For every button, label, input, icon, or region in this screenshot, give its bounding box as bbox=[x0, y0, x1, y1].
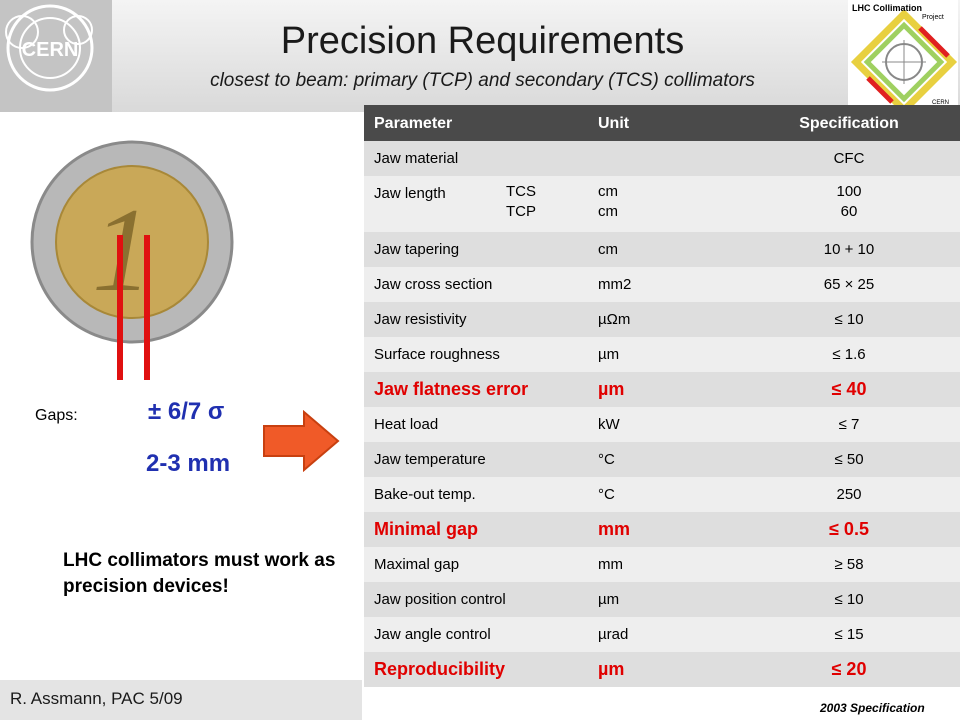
cell-unit: cm cm bbox=[598, 182, 618, 222]
cell-parameter: Jaw material bbox=[374, 150, 459, 167]
cell-spec: ≥ 58 bbox=[834, 556, 864, 573]
table-row: Heat load kW ≤ 7 bbox=[364, 407, 960, 442]
cell-unit: µm bbox=[598, 346, 620, 363]
cell-spec: ≤ 50 bbox=[834, 451, 864, 468]
cell-parameter: Reproducibility bbox=[374, 659, 506, 679]
specification-table: Parameter Unit Specification Jaw materia… bbox=[364, 105, 960, 720]
cell-parameter: Jaw flatness error bbox=[374, 379, 529, 399]
lhc-logo-title: LHC Collimation bbox=[852, 3, 922, 13]
cell-unit: kW bbox=[598, 416, 620, 433]
footer-band bbox=[0, 680, 362, 720]
table-row: Jaw temperature °C ≤ 50 bbox=[364, 442, 960, 477]
cell-spec: ≤ 40 bbox=[831, 379, 867, 399]
table-header-row: Parameter Unit Specification bbox=[364, 105, 960, 141]
table-row-highlight: Jaw flatness error µm ≤ 40 bbox=[364, 372, 960, 407]
cell-unit: °C bbox=[598, 486, 615, 503]
cell-parameter: Jaw length bbox=[374, 185, 446, 202]
cell-parameter: Surface roughness bbox=[374, 346, 500, 363]
cell-parameter: Heat load bbox=[374, 416, 439, 433]
cell-spec: ≤ 0.5 bbox=[829, 519, 869, 539]
header-specification: Specification bbox=[799, 115, 899, 132]
cell-spec: 250 bbox=[836, 486, 862, 503]
table-row: Bake-out temp. °C 250 bbox=[364, 477, 960, 512]
cell-spec: 10 + 10 bbox=[823, 241, 875, 258]
cell-unit: °C bbox=[598, 451, 615, 468]
cell-parameter: Jaw tapering bbox=[374, 241, 460, 258]
cell-unit: µrad bbox=[598, 626, 629, 643]
lhc-collimation-logo: LHC Collimation Project CERN bbox=[848, 0, 958, 116]
cell-unit: µm bbox=[598, 379, 625, 399]
cell-parameter: Maximal gap bbox=[374, 556, 460, 573]
cell-spec-tcp: 60 bbox=[840, 203, 858, 220]
gap-mm-value: 2-3 mm bbox=[146, 450, 231, 477]
cell-spec: ≤ 20 bbox=[831, 659, 867, 679]
header-parameter: Parameter bbox=[374, 115, 453, 132]
cell-spec: ≤ 7 bbox=[838, 416, 860, 433]
table-row-highlight: Minimal gap mm ≤ 0.5 bbox=[364, 512, 960, 547]
cell-unit: mm bbox=[598, 556, 623, 573]
table-row: Jaw angle control µrad ≤ 15 bbox=[364, 617, 960, 652]
cell-parameter: Jaw position control bbox=[374, 591, 506, 608]
cell-spec-tcs: 100 bbox=[836, 183, 862, 200]
table-row-highlight: Reproducibility µm ≤ 20 bbox=[364, 652, 960, 687]
cell-unit: µm bbox=[598, 591, 620, 608]
cell-parameter: Jaw resistivity bbox=[374, 311, 467, 328]
cell-unit: mm2 bbox=[598, 276, 632, 293]
cell-parameter: Jaw temperature bbox=[374, 451, 486, 468]
table-row: Surface roughness µm ≤ 1.6 bbox=[364, 337, 960, 372]
page-subtitle: closest to beam: primary (TCP) and secon… bbox=[210, 70, 755, 91]
lhc-logo-subtitle: Project bbox=[922, 14, 944, 21]
cell-unit-tcp: cm bbox=[598, 203, 618, 220]
cell-subtype: TCS TCP bbox=[506, 182, 536, 222]
table-row: Jaw resistivity µΩm ≤ 10 bbox=[364, 302, 960, 337]
cell-parameter: Jaw cross section bbox=[374, 276, 493, 293]
cell-unit: µΩm bbox=[598, 311, 631, 328]
euro-coin-image: 1 bbox=[30, 140, 235, 380]
right-arrow-icon bbox=[262, 409, 340, 473]
cell-unit-tcs: cm bbox=[598, 183, 618, 200]
precision-message: LHC collimators must work as precision d… bbox=[63, 550, 336, 597]
cell-parameter: Minimal gap bbox=[374, 519, 479, 539]
cell-spec: ≤ 1.6 bbox=[832, 346, 866, 363]
table-row: Jaw cross section mm2 65 × 25 bbox=[364, 267, 960, 302]
table-row: Maximal gap mm ≥ 58 bbox=[364, 547, 960, 582]
cell-spec: ≤ 15 bbox=[834, 626, 864, 643]
table-row: Jaw material CFC bbox=[364, 141, 960, 176]
cern-logo-text: CERN bbox=[22, 39, 79, 61]
cell-spec: 65 × 25 bbox=[823, 276, 875, 293]
page-title: Precision Requirements bbox=[280, 20, 685, 62]
table-row: Jaw position control µm ≤ 10 bbox=[364, 582, 960, 617]
cell-parameter: Jaw angle control bbox=[374, 626, 491, 643]
lhc-logo-cern: CERN bbox=[932, 100, 950, 106]
header-unit: Unit bbox=[598, 115, 630, 132]
cell-spec: CFC bbox=[833, 150, 865, 167]
header-band bbox=[0, 0, 960, 112]
table-row: Jaw length TCS TCP cm cm 100 60 bbox=[364, 176, 960, 232]
cell-unit: cm bbox=[598, 241, 618, 258]
gap-sigma-value: ± 6/7 σ bbox=[148, 398, 225, 425]
cell-parameter: Bake-out temp. bbox=[374, 486, 476, 503]
cell-spec: 100 60 bbox=[774, 182, 924, 222]
table-row: Jaw tapering cm 10 + 10 bbox=[364, 232, 960, 267]
specification-note: 2003 Specification bbox=[820, 701, 925, 715]
cell-subtype-tcp: TCP bbox=[506, 203, 536, 220]
cern-logo: CERN bbox=[0, 0, 112, 112]
cell-spec: ≤ 10 bbox=[834, 591, 864, 608]
cell-unit: mm bbox=[598, 519, 631, 539]
cell-subtype-tcs: TCS bbox=[506, 183, 536, 200]
gaps-label: Gaps: bbox=[35, 407, 78, 424]
cell-spec: ≤ 10 bbox=[834, 311, 864, 328]
cell-unit: µm bbox=[598, 659, 625, 679]
author-footer: R. Assmann, PAC 5/09 bbox=[10, 689, 183, 708]
